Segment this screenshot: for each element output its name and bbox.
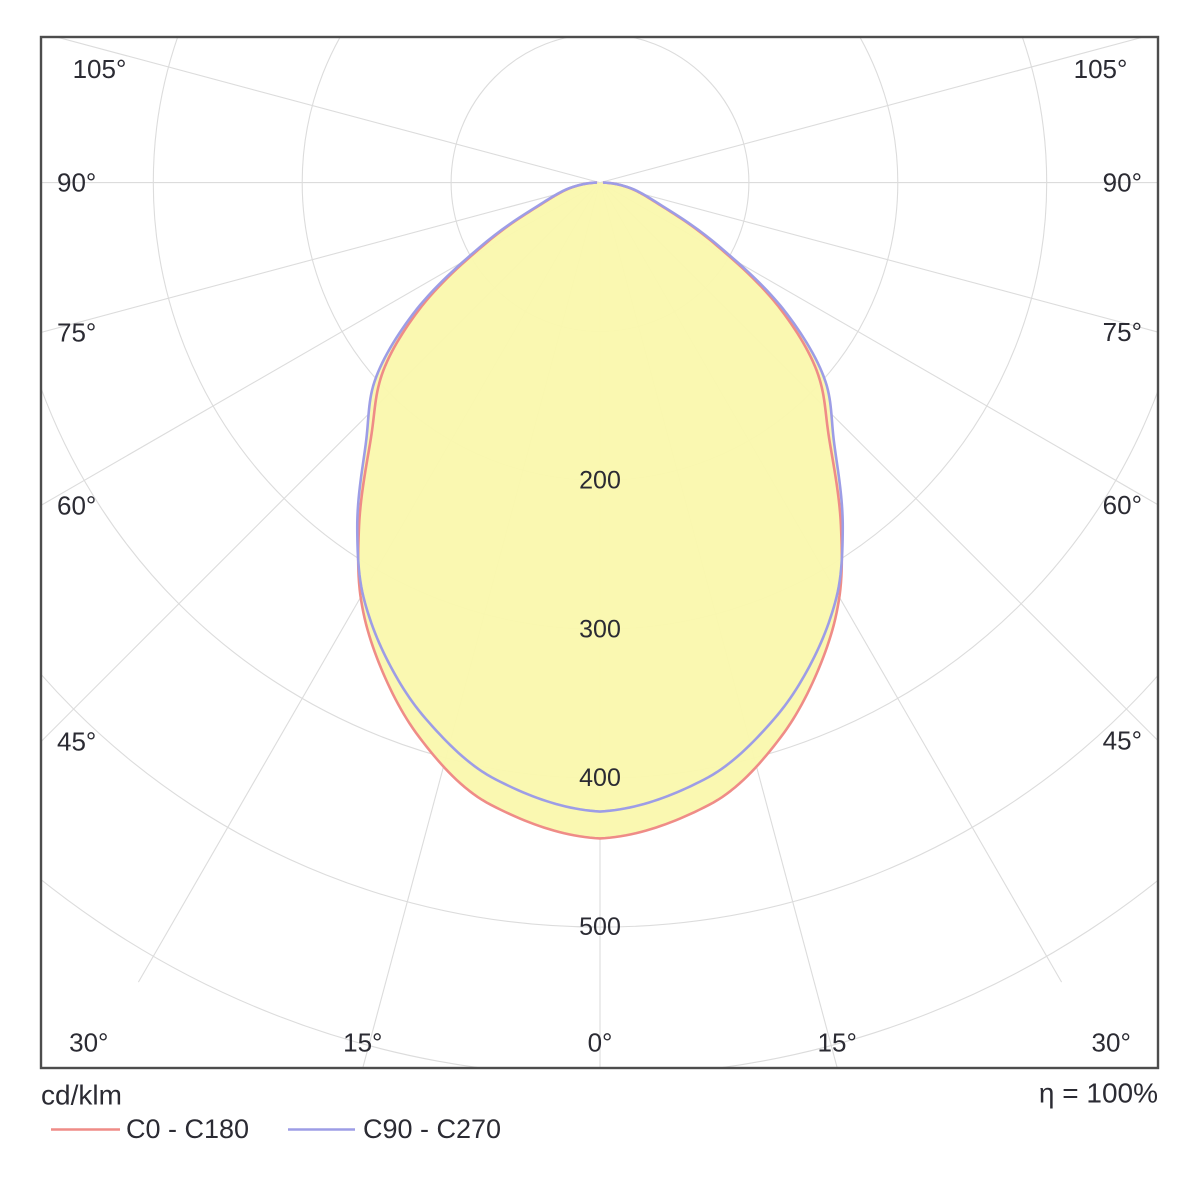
svg-text:15°: 15°	[343, 1027, 382, 1057]
svg-text:60°: 60°	[1103, 490, 1142, 520]
svg-text:105°: 105°	[1074, 54, 1128, 84]
svg-text:45°: 45°	[1103, 726, 1142, 756]
svg-text:15°: 15°	[818, 1027, 857, 1057]
svg-text:C90 - C270: C90 - C270	[363, 1114, 501, 1144]
svg-text:105°: 105°	[73, 54, 127, 84]
svg-text:90°: 90°	[57, 168, 96, 198]
svg-text:η = 100%: η = 100%	[1039, 1078, 1158, 1109]
svg-text:45°: 45°	[57, 727, 96, 757]
svg-text:90°: 90°	[1103, 168, 1142, 198]
svg-text:C0 - C180: C0 - C180	[126, 1114, 249, 1144]
svg-text:75°: 75°	[57, 317, 96, 347]
svg-text:cd/klm: cd/klm	[41, 1080, 122, 1111]
svg-text:200: 200	[579, 466, 621, 494]
svg-text:500: 500	[579, 913, 621, 941]
svg-text:0°: 0°	[588, 1027, 613, 1057]
svg-text:30°: 30°	[69, 1027, 108, 1057]
svg-text:300: 300	[579, 615, 621, 643]
svg-text:30°: 30°	[1092, 1027, 1131, 1057]
svg-text:60°: 60°	[57, 490, 96, 520]
svg-text:75°: 75°	[1103, 317, 1142, 347]
svg-text:400: 400	[579, 764, 621, 792]
